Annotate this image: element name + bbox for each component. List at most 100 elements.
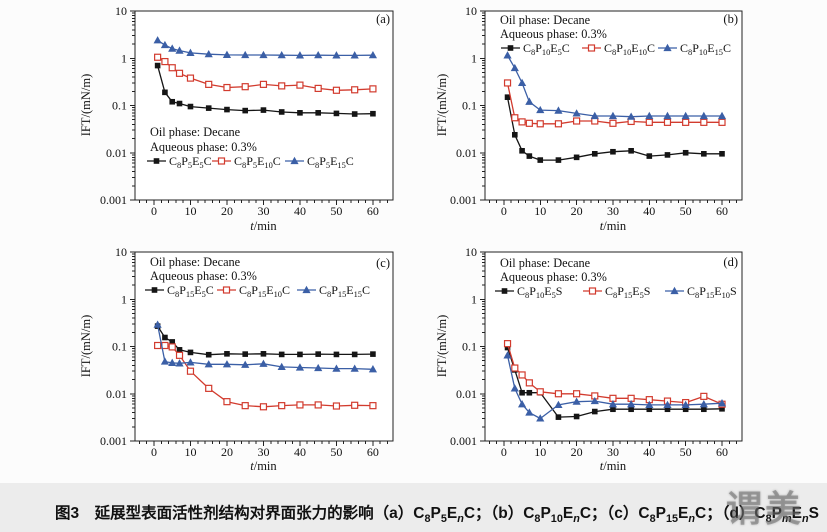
marker-triangle-filled <box>175 46 184 54</box>
marker-triangle-filled <box>302 285 311 294</box>
marker-triangle-filled <box>681 111 690 120</box>
marker-triangle-filled <box>645 400 654 409</box>
marker-square-filled <box>537 157 544 163</box>
marker-square-filled <box>682 149 689 156</box>
series-markers <box>154 62 376 117</box>
legend-entry: C8P5E15C <box>285 154 354 170</box>
marker-square-open <box>161 341 169 350</box>
y-tick-label: 1 <box>471 292 477 306</box>
marker-triangle-filled <box>717 399 727 407</box>
marker-square-filled <box>573 413 580 420</box>
x-tick-label: 10 <box>534 204 546 218</box>
marker-square-open <box>296 81 304 89</box>
marker-square-filled <box>555 157 562 163</box>
marker-square-filled <box>242 107 249 114</box>
marker-square-open <box>175 69 184 77</box>
panel-tag: (a) <box>376 12 390 26</box>
marker-triangle-filled <box>717 111 727 120</box>
marker-triangle-filled <box>525 97 534 105</box>
legend-label: C8P15E15C <box>319 283 370 299</box>
x-tick-label: 50 <box>330 204 342 218</box>
marker-square-filled <box>719 151 725 157</box>
marker-square-open <box>609 119 617 127</box>
marker-triangle-filled <box>590 396 599 405</box>
legend-entry: C8P10E5S <box>495 284 562 300</box>
marker-triangle-filled <box>222 360 232 368</box>
y-tick-label: 0.1 <box>112 99 127 113</box>
marker-triangle-filled <box>554 106 563 114</box>
legend-label: C8P5E15C <box>307 154 354 170</box>
legend-label: C8P5E5C <box>169 154 212 170</box>
legend-entry: C8P15E5S <box>583 284 650 300</box>
marker-triangle-filled <box>160 40 170 49</box>
marker-square-open <box>332 86 341 94</box>
marker-square-open <box>154 341 162 350</box>
marker-triangle-filled <box>510 384 519 392</box>
y-tick-label: 0.01 <box>106 146 127 160</box>
y-tick-label: 0.01 <box>106 387 127 401</box>
caption-band <box>0 483 827 532</box>
y-axis-title: IFT/(mN/m) <box>435 74 449 137</box>
legend-entry: C8P5E10C <box>212 154 281 170</box>
marker-square-open <box>663 118 672 126</box>
subplot-b: 0 10 20 30 40 50 60 10 1 0.1 0.01 0.001 t/min IFT/(mN… <box>435 4 743 233</box>
marker-square-open <box>205 80 213 88</box>
y-tick-label: 10 <box>115 245 127 259</box>
marker-square-filled <box>555 414 562 420</box>
x-tick-label: 60 <box>716 204 728 218</box>
y-tick-label: 0.01 <box>456 387 477 401</box>
x-tick-label: 10 <box>534 445 546 459</box>
x-tick-label: 30 <box>257 204 269 218</box>
annotation-text: Aqueous phase: 0.3% <box>500 270 607 284</box>
marker-square-open <box>511 114 519 122</box>
marker-triangle-filled <box>259 50 268 59</box>
marker-square-open <box>573 390 581 398</box>
marker-triangle-filled <box>241 50 250 59</box>
marker-square-filled <box>278 109 285 115</box>
panel-tag: (d) <box>723 255 738 269</box>
marker-triangle-filled <box>590 111 599 120</box>
annotation-text: Oil phase: Decane <box>150 255 241 269</box>
x-axis-title: t/min <box>250 459 277 473</box>
x-tick-label: 60 <box>367 204 379 218</box>
marker-triangle-filled <box>503 351 512 359</box>
marker-triangle-filled <box>153 320 162 328</box>
marker-triangle-filled <box>627 400 636 408</box>
marker-square-open <box>351 401 359 409</box>
marker-square-open <box>518 371 526 379</box>
x-tick-label: 20 <box>221 204 233 218</box>
marker-square-filled <box>162 334 168 341</box>
marker-triangle-filled <box>332 364 341 372</box>
x-tick-label: 0 <box>151 204 157 218</box>
y-tick-label: 0.001 <box>100 434 127 448</box>
x-tick-label: 20 <box>571 204 583 218</box>
legend-label: C8P15E10S <box>687 284 737 300</box>
marker-square-open <box>700 118 708 126</box>
marker-square-filled <box>151 287 158 293</box>
plot-frame <box>484 10 743 201</box>
x-tick-label: 50 <box>680 204 692 218</box>
y-tick-label: 0.001 <box>450 434 477 448</box>
panel-tag: (c) <box>376 256 390 270</box>
marker-square-open <box>554 390 563 398</box>
y-tick-label: 0.001 <box>100 193 127 207</box>
marker-square-open <box>175 351 184 359</box>
marker-square-filled <box>519 389 525 396</box>
axes-ticks <box>480 251 738 446</box>
marker-square-filled <box>278 351 285 358</box>
marker-triangle-filled <box>663 400 672 409</box>
annotation-text: Aqueous phase: 0.3% <box>150 140 257 154</box>
marker-square-open <box>278 402 286 410</box>
x-tick-label: 60 <box>716 445 728 459</box>
marker-square-open <box>186 74 195 82</box>
marker-triangle-filled <box>153 36 162 44</box>
marker-square-open <box>645 118 653 126</box>
marker-square-filled <box>610 148 616 155</box>
series-markers <box>153 320 378 373</box>
plot-frame <box>134 10 394 201</box>
marker-square-filled <box>176 100 183 107</box>
x-axis-title: t/min <box>600 459 627 473</box>
y-tick-label: 1 <box>471 51 477 65</box>
marker-square-filled <box>187 103 194 110</box>
marker-square-open <box>168 343 176 351</box>
